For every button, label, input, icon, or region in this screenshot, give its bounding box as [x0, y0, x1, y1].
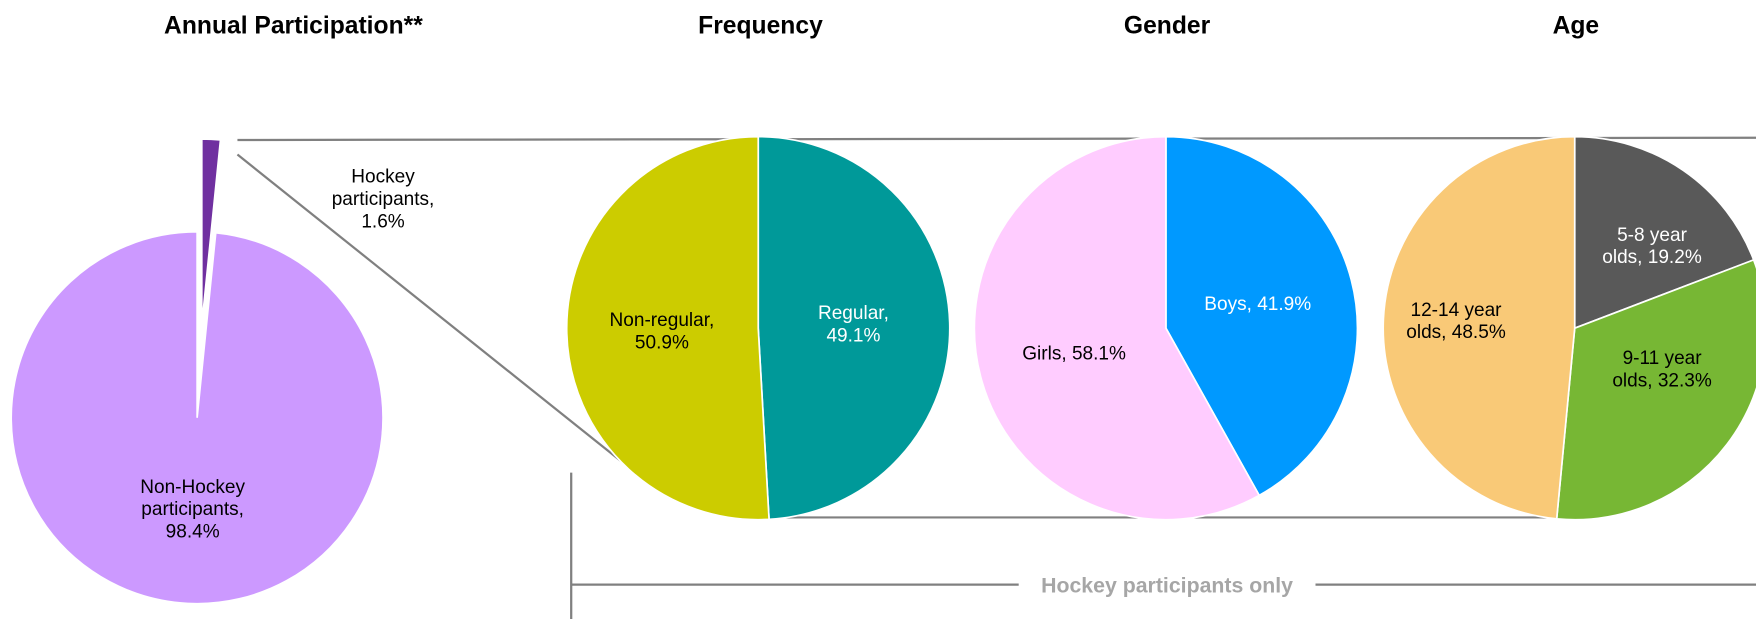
connector-line — [237, 136, 1756, 142]
pie-slice — [757, 135, 951, 521]
data-label: 9-11 year olds, 32.3% — [1612, 347, 1712, 391]
data-label: Boys, 41.9% — [1204, 293, 1312, 315]
pie-slice — [200, 138, 222, 326]
data-label: Non-Hockey participants, 98.4% — [140, 476, 246, 543]
data-label: 5-8 year olds, 19.2% — [1602, 224, 1702, 268]
data-label: Girls, 58.1% — [1022, 342, 1126, 364]
pies — [10, 135, 1756, 605]
pie-slice — [1382, 135, 1576, 520]
data-label: Non-regular, 50.9% — [609, 309, 715, 353]
pie-slice — [565, 135, 770, 521]
data-label: 12-14 year olds, 48.5% — [1406, 299, 1506, 343]
pie-slice — [1573, 135, 1755, 330]
chart-title: Age — [1552, 11, 1600, 40]
chart-title: Frequency — [698, 11, 823, 40]
annotation: Hockey participants only — [1018, 574, 1316, 600]
data-label: Regular, 49.1% — [817, 302, 889, 347]
chart-title: Annual Participation** — [164, 11, 423, 40]
data-label: Hockey participants, 1.6% — [331, 165, 435, 232]
pie-slice — [1555, 258, 1756, 521]
connector-line — [236, 153, 624, 464]
pie-slice — [10, 230, 384, 605]
chart-title: Gender — [1123, 11, 1211, 40]
pie-slice — [1165, 135, 1359, 497]
pie-slice — [973, 135, 1261, 521]
